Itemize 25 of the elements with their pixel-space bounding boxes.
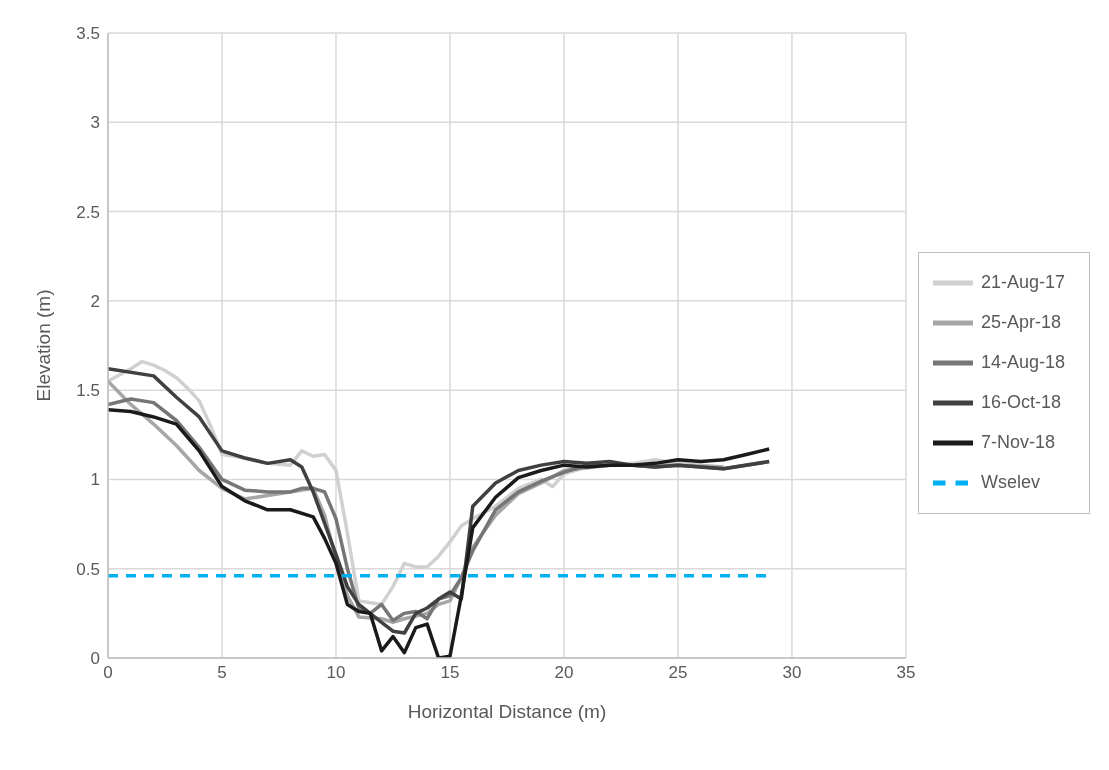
legend-label: Wselev	[980, 471, 1040, 492]
x-tick-label: 35	[896, 663, 916, 683]
legend-label: 21-Aug-17	[980, 271, 1065, 292]
y-tick-label: 0.5	[76, 559, 100, 579]
y-tick-label: 3.5	[76, 24, 100, 44]
y-tick-label: 2	[90, 291, 100, 311]
y-tick-label: 2.5	[76, 202, 100, 222]
x-tick-label: 25	[668, 663, 688, 683]
legend-label: 7-Nov-18	[980, 431, 1055, 452]
y-tick-label: 3	[90, 113, 100, 133]
legend-label: 25-Apr-18	[980, 311, 1061, 332]
x-tick-label: 15	[440, 663, 460, 683]
x-tick-label: 20	[554, 663, 574, 683]
y-tick-label: 0	[90, 649, 100, 669]
x-tick-label: 10	[326, 663, 346, 683]
line-series	[108, 408, 771, 658]
y-axis-title: Elevation (m)	[32, 289, 54, 402]
y-tick-label: 1.5	[76, 381, 100, 401]
x-tick-label: 0	[103, 663, 113, 683]
x-tick-label: 30	[782, 663, 802, 683]
x-axis-title: Horizontal Distance (m)	[407, 701, 607, 722]
legend-label: 14-Aug-18	[980, 351, 1065, 372]
y-tick-label: 1	[90, 470, 100, 490]
x-tick-label: 5	[217, 663, 227, 683]
legend-label: 16-Oct-18	[980, 391, 1061, 412]
